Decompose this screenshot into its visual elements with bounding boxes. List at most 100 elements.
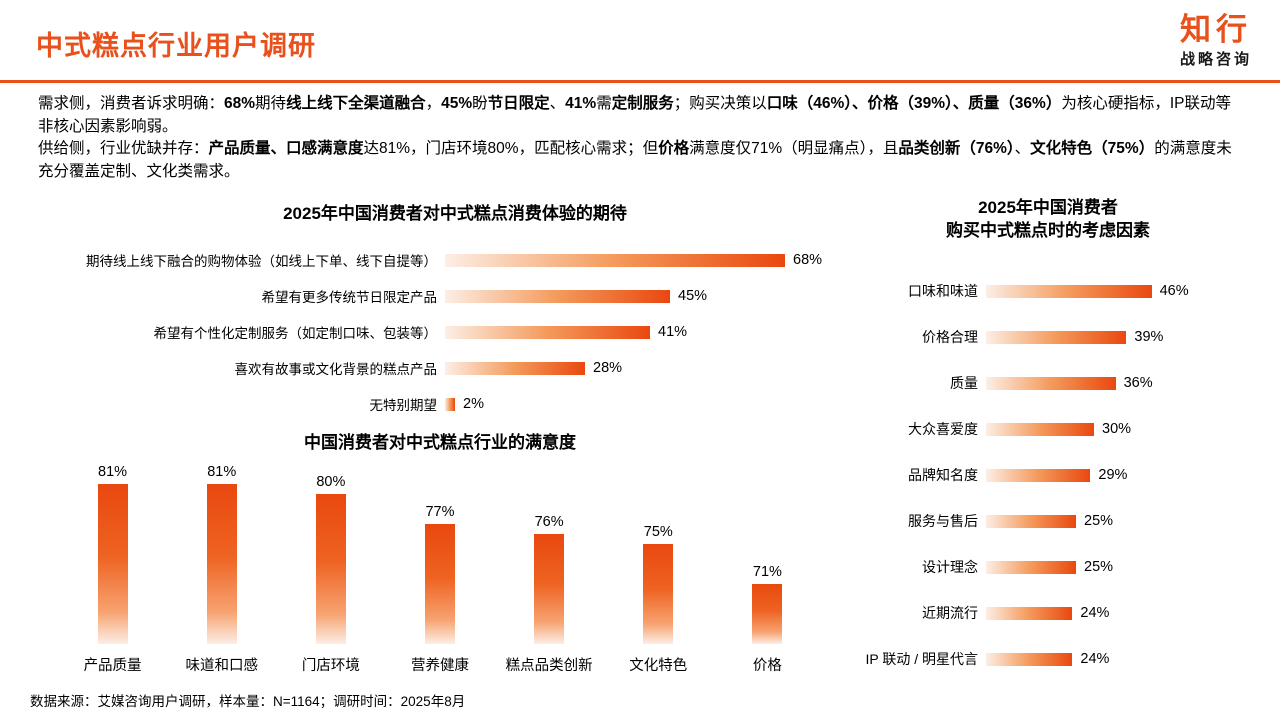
- bar: [986, 422, 1094, 436]
- bar-row: 无特别期望 2%: [30, 386, 850, 422]
- bar-column: 77% 营养健康: [385, 464, 494, 675]
- bar-row: 喜欢有故事或文化背景的糕点产品 28%: [30, 350, 850, 386]
- text-segment: 节日限定: [487, 95, 550, 112]
- bar: [986, 652, 1073, 666]
- text-segment: 为核心硬指标，IP联动等非核心因素影响弱。: [38, 95, 1231, 135]
- header-divider: [0, 80, 1280, 83]
- text-segment: 、: [1014, 140, 1031, 157]
- value-label: 68%: [793, 252, 823, 268]
- chart-expectations: 2025年中国消费者对中式糕点消费体验的期待 期待线上线下融合的购物体验（如线上…: [30, 203, 850, 422]
- bar-row: 近期流行 24%: [858, 590, 1238, 636]
- value-label: 76%: [534, 514, 564, 530]
- bar-column: 75% 文化特色: [604, 464, 713, 675]
- bar: [206, 484, 237, 644]
- brand-logo: 知行 战略咨询: [1180, 13, 1252, 69]
- bar-column: 76% 糕点品类创新: [495, 464, 604, 675]
- value-label: 36%: [1123, 375, 1153, 391]
- bar: [752, 584, 783, 644]
- chart-expectations-bars: 期待线上线下融合的购物体验（如线上下单、线下自提等） 68% 希望有更多传统节日限定…: [30, 242, 850, 422]
- category-label: 希望有个性化定制服务（如定制口味、包装等）: [153, 326, 438, 341]
- text-segment: ，: [425, 95, 442, 112]
- category-label: IP 联动 / 明星代言: [865, 651, 978, 667]
- bar-area: 81%: [97, 464, 128, 644]
- chart-expectations-title: 2025年中国消费者对中式糕点消费体验的期待: [283, 204, 627, 223]
- value-label: 25%: [1084, 559, 1114, 575]
- category-label: 喜欢有故事或文化背景的糕点产品: [234, 362, 438, 377]
- bar-row: 设计理念 25%: [858, 544, 1238, 590]
- bar: [534, 534, 565, 644]
- bar-area: 71%: [752, 464, 783, 644]
- category-label: 文化特色: [629, 658, 688, 674]
- bar: [986, 376, 1116, 390]
- bar-area: 75%: [643, 464, 674, 644]
- summary-paragraph-supply: 供给侧，行业优缺并存：产品质量、口感满意度达81%，门店环境80%，匹配核心需求…: [38, 138, 1246, 183]
- bar-area: 80%: [315, 464, 346, 644]
- value-label: 71%: [752, 564, 782, 580]
- text-segment: 、: [549, 95, 566, 112]
- bar-column: 81% 产品质量: [58, 464, 167, 675]
- text-segment: 品类创新（76%）: [898, 140, 1015, 157]
- bar-row: 期待线上线下融合的购物体验（如线上下单、线下自提等） 68%: [30, 242, 850, 278]
- bar-row: 价格合理 39%: [858, 314, 1238, 360]
- text-segment: 的满意度未充分覆盖定制、文化类需求。: [38, 140, 1232, 180]
- bar: [315, 494, 346, 644]
- text-segment: 达81%，门店环境80%，匹配核心需求；但: [363, 140, 659, 157]
- value-label: 29%: [1098, 467, 1128, 483]
- value-label: 24%: [1080, 605, 1110, 621]
- chart-factors-bars: 口味和味道 46% 价格合理 39% 质量 36% 大众喜爱度 30% 品牌知名度 29% 服务与售…: [858, 268, 1238, 682]
- text-segment: 供给侧，行业优缺并存：: [38, 140, 209, 157]
- bar-area: 81%: [206, 464, 237, 644]
- value-label: 75%: [643, 524, 673, 540]
- value-label: 81%: [98, 464, 128, 480]
- bar: [986, 560, 1076, 574]
- text-segment: ；购买决策以: [673, 95, 767, 112]
- bar-row: 质量 36%: [858, 360, 1238, 406]
- bar: [643, 544, 674, 644]
- chart-satisfaction: 中国消费者对中式糕点行业的满意度 81% 产品质量 81% 味道和口感 80% 门店环境 7…: [30, 432, 850, 675]
- bar-column: 71% 价格: [713, 464, 822, 675]
- text-segment: 期待: [255, 95, 287, 112]
- category-label: 门店环境: [301, 658, 360, 674]
- category-label: 服务与售后: [908, 513, 978, 529]
- value-label: 39%: [1134, 329, 1164, 345]
- bar: [986, 330, 1127, 344]
- value-label: 2%: [463, 396, 484, 412]
- text-segment: 需求侧，消费者诉求明确：: [38, 95, 225, 112]
- category-label: 大众喜爱度: [908, 421, 978, 437]
- bar-column: 80% 门店环境: [276, 464, 385, 675]
- bar-row: 大众喜爱度 30%: [858, 406, 1238, 452]
- bar: [986, 514, 1076, 528]
- value-label: 80%: [316, 474, 346, 490]
- chart-satisfaction-title: 中国消费者对中式糕点行业的满意度: [304, 433, 576, 452]
- bar: [986, 606, 1073, 620]
- bar-row: 服务与售后 25%: [858, 498, 1238, 544]
- bar-area: 76%: [534, 464, 565, 644]
- bar-row: 口味和味道 46%: [858, 268, 1238, 314]
- bar: [424, 524, 455, 644]
- summary-paragraph-demand: 需求侧，消费者诉求明确：68%期待线上线下全渠道融合，45%盼节日限定、41%需…: [38, 93, 1246, 138]
- text-segment: 文化特色（75%）: [1030, 140, 1155, 157]
- category-label: 期待线上线下融合的购物体验（如线上下单、线下自提等）: [86, 254, 437, 269]
- text-segment: 满意度仅71%（明显痛点），且: [689, 140, 899, 157]
- bar: [445, 289, 670, 303]
- category-label: 口味和味道: [908, 283, 978, 299]
- category-label: 希望有更多传统节日限定产品: [261, 290, 438, 305]
- text-segment: 价格: [658, 140, 690, 157]
- bar: [445, 361, 585, 375]
- text-segment: 45%: [441, 95, 473, 112]
- bar: [445, 397, 455, 411]
- value-label: 41%: [658, 324, 688, 340]
- category-label: 质量: [950, 375, 978, 391]
- category-label: 价格合理: [922, 329, 978, 345]
- category-label: 设计理念: [922, 559, 978, 575]
- text-segment: 定制服务: [611, 95, 674, 112]
- bar-area: 77%: [424, 464, 455, 644]
- category-label: 品牌知名度: [908, 467, 978, 483]
- bar-row: 希望有个性化定制服务（如定制口味、包装等） 41%: [30, 314, 850, 350]
- page-title: 中式糕点行业用户调研: [36, 31, 316, 61]
- chart-satisfaction-bars: 81% 产品质量 81% 味道和口感 80% 门店环境 77% 营养健康 76% 糕点品类创新 75…: [30, 464, 850, 675]
- text-segment: 口味（46%）、价格（39%）、质量（36%）: [766, 95, 1062, 112]
- bar: [986, 284, 1152, 298]
- category-label: 无特别期望: [369, 398, 438, 413]
